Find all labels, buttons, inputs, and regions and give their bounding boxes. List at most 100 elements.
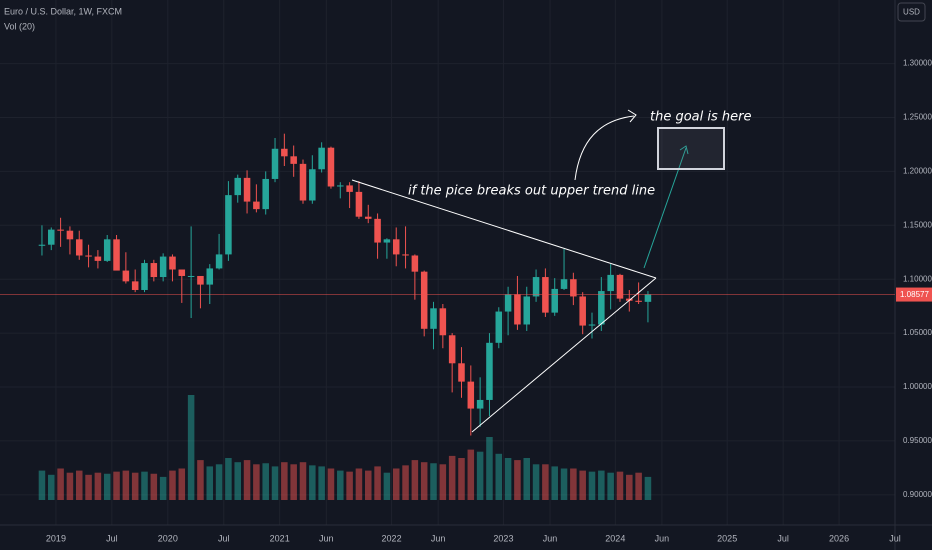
- candle-body: [430, 308, 437, 329]
- currency-label[interactable]: USD: [903, 8, 920, 17]
- volume-bar: [48, 474, 55, 500]
- candle-body: [355, 191, 363, 217]
- volume-bar: [392, 468, 400, 500]
- candle-body: [271, 148, 279, 179]
- candle-body: [38, 244, 46, 246]
- volume-bar: [523, 458, 531, 500]
- x-tick-label: 2024: [605, 533, 625, 543]
- volume-bar: [38, 470, 46, 500]
- candle-body: [626, 298, 633, 301]
- symbol-title: Euro / U.S. Dollar, 1W, FXCM: [4, 6, 122, 16]
- candle-body: [103, 239, 111, 261]
- annotation: the goal is here: [650, 110, 751, 125]
- volume-label: Vol (20): [4, 21, 35, 31]
- volume-bar: [159, 476, 167, 500]
- candle-body: [439, 308, 447, 336]
- candle-body: [131, 281, 139, 290]
- volume-bar: [467, 449, 475, 500]
- candle-body: [113, 239, 120, 271]
- candle-body: [504, 294, 512, 312]
- candle-body: [579, 296, 586, 326]
- volume-bar: [635, 472, 642, 500]
- candle-body: [253, 201, 260, 210]
- volume-bar: [355, 468, 363, 500]
- volume-bar: [495, 453, 503, 500]
- volume-bar: [318, 466, 325, 500]
- volume-bar: [346, 471, 353, 500]
- candle-body: [411, 255, 419, 272]
- candle-body: [392, 239, 400, 255]
- candle-body: [383, 239, 391, 243]
- y-tick-label: 1.15000: [903, 220, 932, 229]
- candle-body: [178, 269, 186, 276]
- y-tick-label: 1.00000: [903, 382, 932, 391]
- candle-body: [234, 177, 241, 196]
- x-tick-label: 2022: [382, 533, 402, 543]
- x-tick-label: Jul: [889, 533, 901, 543]
- volume-bar: [113, 471, 120, 500]
- volume-bar: [514, 460, 521, 500]
- volume-bar: [374, 466, 381, 500]
- volume-bar: [253, 464, 260, 500]
- candle-body: [337, 185, 344, 187]
- candle-body: [75, 239, 83, 256]
- volume-bar: [383, 472, 391, 500]
- volume-bar: [234, 462, 241, 500]
- x-tick-label: Jul: [106, 533, 118, 543]
- candle-body: [635, 300, 642, 302]
- x-tick-label: Jun: [431, 533, 446, 543]
- candle-body: [476, 399, 484, 409]
- candle-body: [402, 254, 409, 256]
- candle-body: [364, 216, 372, 219]
- volume-bar: [150, 473, 158, 500]
- volume-bar: [309, 465, 316, 500]
- y-tick-label: 1.25000: [903, 113, 932, 122]
- volume-bar: [281, 462, 288, 500]
- volume-bar: [607, 472, 614, 500]
- volume-bar: [626, 474, 633, 500]
- y-tick-label: 1.10000: [903, 274, 932, 283]
- volume-bar: [290, 464, 297, 500]
- candle-body: [57, 229, 64, 231]
- target-box: [657, 127, 725, 170]
- candle-body: [85, 255, 92, 257]
- volume-bar: [570, 468, 577, 500]
- volume-bar: [616, 471, 624, 500]
- candle-body: [607, 274, 614, 292]
- volume-bar: [430, 463, 437, 500]
- candle-body: [523, 296, 531, 325]
- drawings: [351, 109, 725, 433]
- last-price-tag: [896, 287, 932, 302]
- currency-button[interactable]: [897, 2, 926, 22]
- candle-body: [122, 270, 130, 282]
- volume-bar: [206, 466, 214, 500]
- candle-body: [48, 229, 55, 245]
- candle-body: [197, 275, 204, 285]
- volume-bar: [75, 470, 83, 500]
- curved-arrow-head: [627, 109, 637, 123]
- volume-bar: [364, 470, 372, 500]
- candle-body: [169, 256, 176, 270]
- curved-arrow: [574, 115, 635, 181]
- volume-bar: [476, 451, 484, 500]
- volume-bar: [197, 460, 204, 500]
- annotation: if the pice breaks out upper trend line: [408, 184, 655, 199]
- candle-body: [495, 311, 503, 343]
- x-tick-label: Jun: [319, 533, 334, 543]
- candle-body: [141, 263, 148, 290]
- candle-body: [346, 185, 353, 192]
- candle-body: [551, 288, 558, 313]
- volume-bar: [187, 395, 195, 500]
- candle-body: [644, 294, 652, 302]
- volume-bar: [542, 464, 549, 500]
- candle-body: [616, 274, 624, 299]
- y-tick-label: 1.20000: [903, 167, 932, 176]
- candle-body: [486, 342, 493, 400]
- volume-bar: [327, 468, 335, 500]
- candle-body: [598, 291, 605, 325]
- last-price-label: 1.08577: [900, 290, 929, 299]
- candle-body: [467, 381, 475, 409]
- arrow-head: [679, 145, 689, 155]
